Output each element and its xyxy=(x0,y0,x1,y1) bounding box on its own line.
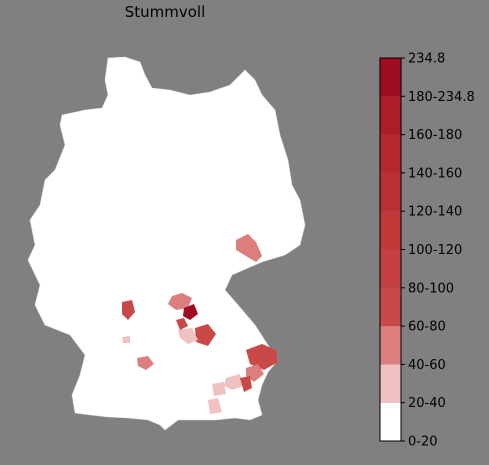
colorbar-label: 140-160 xyxy=(408,166,462,181)
colorbar-label: 80-100 xyxy=(408,281,454,296)
colorbar-segment xyxy=(380,364,401,403)
region xyxy=(246,344,278,370)
map-title: Stummvoll xyxy=(125,3,206,21)
colorbar-segment xyxy=(380,172,401,212)
colorbar-segment xyxy=(380,287,401,327)
region xyxy=(195,324,216,346)
germany-map xyxy=(27,56,306,431)
colorbar-segment xyxy=(380,326,401,365)
country-shape xyxy=(27,56,306,431)
colorbar-label: 0-20 xyxy=(408,435,438,450)
region xyxy=(122,336,130,343)
colorbar-segment xyxy=(380,96,401,135)
colorbar-segment xyxy=(380,249,401,288)
region xyxy=(176,318,188,330)
colorbar-segment xyxy=(380,134,401,173)
region xyxy=(168,293,192,310)
region xyxy=(208,398,222,414)
colorbar: 0-20 20-40 40-60 60-80 80-100 100-120 120-140 1… xyxy=(379,52,475,450)
colorbar-label: 234.8 xyxy=(408,52,445,67)
colorbar-label: 160-180 xyxy=(408,128,462,143)
region xyxy=(178,328,198,344)
colorbar-label: 20-40 xyxy=(408,396,446,411)
colorbar-label: 180-234.8 xyxy=(408,90,475,105)
colorbar-segment xyxy=(380,402,401,441)
region xyxy=(122,300,135,320)
colorbar-label: 100-120 xyxy=(408,243,462,258)
region xyxy=(183,304,198,320)
colorbar-label: 60-80 xyxy=(408,320,446,335)
colorbar-label: 120-140 xyxy=(408,205,462,220)
colorbar-segment xyxy=(380,58,401,97)
region xyxy=(137,356,154,370)
region xyxy=(246,364,264,382)
colorbar-label: 40-60 xyxy=(408,358,446,373)
region xyxy=(240,376,252,392)
colorbar-segment xyxy=(380,211,401,250)
region xyxy=(224,374,244,390)
region xyxy=(236,234,262,262)
region xyxy=(212,382,226,396)
